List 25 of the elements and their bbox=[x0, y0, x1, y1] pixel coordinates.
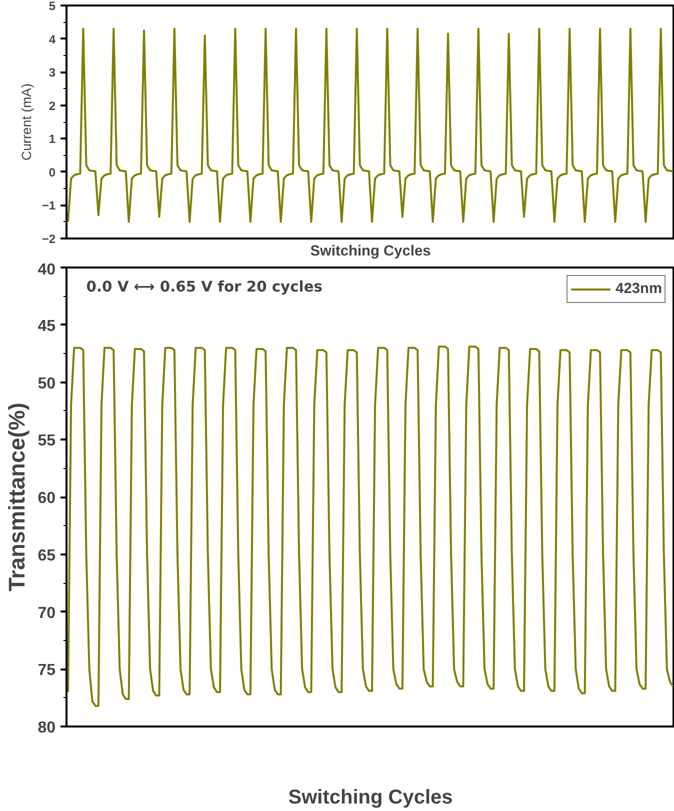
y-tick-label: 5 bbox=[48, 0, 56, 13]
line-series bbox=[67, 28, 674, 223]
y-tick-label: 3 bbox=[48, 66, 56, 80]
y-tick-label: 1 bbox=[48, 132, 56, 146]
y-tick-label: 60 bbox=[38, 490, 56, 507]
x-axis-title: Switching Cycles bbox=[310, 244, 431, 260]
y-tick-label: 2 bbox=[48, 98, 56, 113]
y-axis-title: Current (mA) bbox=[18, 83, 34, 161]
x-axis-title: Switching Cycles bbox=[288, 786, 453, 808]
y-tick-label: 70 bbox=[38, 604, 56, 622]
y-tick-label: 65 bbox=[38, 547, 56, 564]
y-tick-label: 4 bbox=[48, 32, 56, 46]
y-tick-label: 50 bbox=[38, 375, 56, 392]
y-tick-label: 55 bbox=[38, 432, 56, 450]
legend-label: 423nm bbox=[616, 281, 662, 297]
y-tick-label: −2 bbox=[42, 232, 56, 246]
y-tick-label: 75 bbox=[38, 662, 56, 680]
y-tick-label: 80 bbox=[38, 720, 56, 736]
y-tick-label: 0 bbox=[48, 165, 56, 180]
y-axis-title: Transmittance(%) bbox=[4, 402, 30, 592]
y-tick-label: 45 bbox=[38, 318, 56, 335]
annotation: 0.0 V ⟷ 0.65 V for 20 cycles bbox=[86, 278, 323, 296]
line-series bbox=[67, 346, 674, 707]
y-tick-label: −1 bbox=[42, 198, 56, 213]
y-tick-label: 40 bbox=[38, 262, 56, 278]
